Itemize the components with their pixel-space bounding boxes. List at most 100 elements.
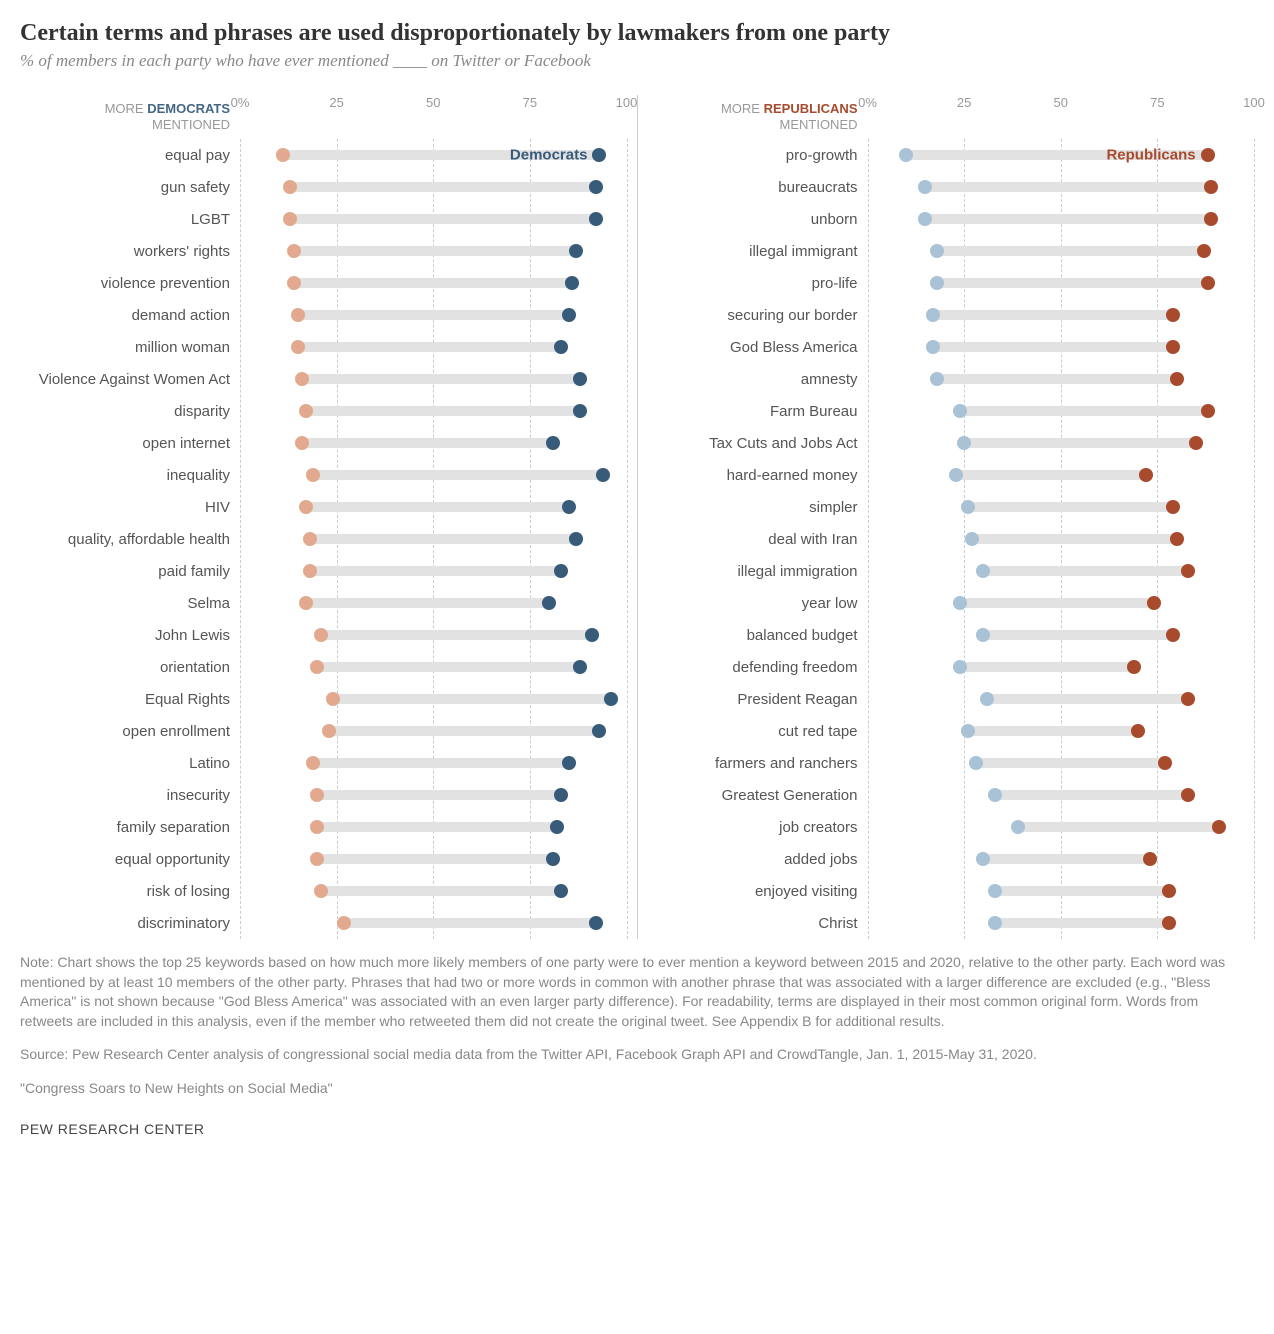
row-plot [868, 779, 1255, 811]
dot-own-party [604, 692, 618, 706]
dot-own-party [596, 468, 610, 482]
dot-other-party [918, 180, 932, 194]
row-plot [240, 907, 627, 939]
range-bar [995, 918, 1169, 928]
dot-other-party [988, 916, 1002, 930]
row-label: enjoyed visiting [648, 883, 868, 900]
dot-own-party [1166, 308, 1180, 322]
range-bar [968, 726, 1138, 736]
dot-own-party [1166, 340, 1180, 354]
dot-own-party [1158, 756, 1172, 770]
row-label: balanced budget [648, 627, 868, 644]
row-plot [868, 427, 1255, 459]
row-label: pro-growth [648, 147, 868, 164]
dot-other-party [961, 500, 975, 514]
dot-own-party [1201, 148, 1215, 162]
dot-own-party [1189, 436, 1203, 450]
range-bar [333, 694, 611, 704]
range-bar [987, 694, 1188, 704]
row-plot [868, 459, 1255, 491]
row-plot [868, 619, 1255, 651]
dot-own-party [1204, 212, 1218, 226]
dot-other-party [976, 564, 990, 578]
row-plot [240, 555, 627, 587]
axis-tick: 100 [1243, 95, 1265, 110]
axis-tick: 25 [329, 95, 343, 110]
dot-other-party [926, 308, 940, 322]
row-plot: Democrats [240, 139, 627, 171]
row-label: inequality [20, 467, 240, 484]
axis-tick: 100 [616, 95, 638, 110]
dot-own-party [1166, 500, 1180, 514]
row-plot [240, 683, 627, 715]
range-bar [960, 662, 1134, 672]
dot-own-party [554, 564, 568, 578]
series-label: Republicans [1106, 147, 1195, 164]
dot-other-party [306, 756, 320, 770]
range-bar [925, 182, 1211, 192]
panel-republicans: MORE REPUBLICANSMENTIONED0%255075100 pro-… [637, 95, 1255, 939]
row-label: illegal immigration [648, 563, 868, 580]
range-bar [983, 630, 1172, 640]
row-label: Greatest Generation [648, 787, 868, 804]
row-plot [240, 715, 627, 747]
row-label: discriminatory [20, 915, 240, 932]
row-label: family separation [20, 819, 240, 836]
dot-other-party [976, 628, 990, 642]
range-bar [983, 566, 1188, 576]
dot-other-party [988, 788, 1002, 802]
range-bar [933, 342, 1173, 352]
row-label: cut red tape [648, 723, 868, 740]
dot-own-party [589, 180, 603, 194]
row-label: illegal immigrant [648, 243, 868, 260]
range-bar [329, 726, 600, 736]
dot-own-party [1147, 596, 1161, 610]
dot-other-party [930, 372, 944, 386]
chart-title: Certain terms and phrases are used dispr… [20, 20, 1254, 47]
range-bar [972, 534, 1177, 544]
dot-other-party [314, 628, 328, 642]
dot-own-party [592, 724, 606, 738]
range-bar [321, 630, 592, 640]
dot-other-party [930, 276, 944, 290]
axis-tick: 50 [426, 95, 440, 110]
row-label: President Reagan [648, 691, 868, 708]
range-bar [302, 374, 580, 384]
row-label: open enrollment [20, 723, 240, 740]
range-bar [294, 246, 576, 256]
row-label: orientation [20, 659, 240, 676]
dot-other-party [961, 724, 975, 738]
dot-other-party [303, 532, 317, 546]
dot-own-party [554, 340, 568, 354]
dot-other-party [314, 884, 328, 898]
row-plot [240, 395, 627, 427]
row-label: year low [648, 595, 868, 612]
dot-other-party [283, 180, 297, 194]
row-plot [240, 235, 627, 267]
range-bar [960, 598, 1153, 608]
dot-own-party [1170, 372, 1184, 386]
dot-other-party [988, 884, 1002, 898]
series-label: Democrats [510, 147, 588, 164]
row-label: million woman [20, 339, 240, 356]
range-bar [937, 246, 1204, 256]
dot-other-party [310, 852, 324, 866]
row-plot [868, 747, 1255, 779]
dot-own-party [1170, 532, 1184, 546]
row-label: Tax Cuts and Jobs Act [648, 435, 868, 452]
dot-own-party [573, 404, 587, 418]
dot-other-party [295, 436, 309, 450]
dot-own-party [1181, 788, 1195, 802]
row-plot [240, 171, 627, 203]
row-label: Latino [20, 755, 240, 772]
range-bar [344, 918, 595, 928]
range-bar [317, 854, 553, 864]
panels-container: MORE DEMOCRATSMENTIONED0%255075100equal … [20, 95, 1254, 939]
row-label: Equal Rights [20, 691, 240, 708]
panel-header: MORE REPUBLICANSMENTIONED0%255075100 [648, 95, 1255, 133]
dot-own-party [1181, 692, 1195, 706]
dot-other-party [287, 244, 301, 258]
axis: 0%255075100 [240, 95, 627, 133]
dot-own-party [1166, 628, 1180, 642]
row-plot [240, 427, 627, 459]
